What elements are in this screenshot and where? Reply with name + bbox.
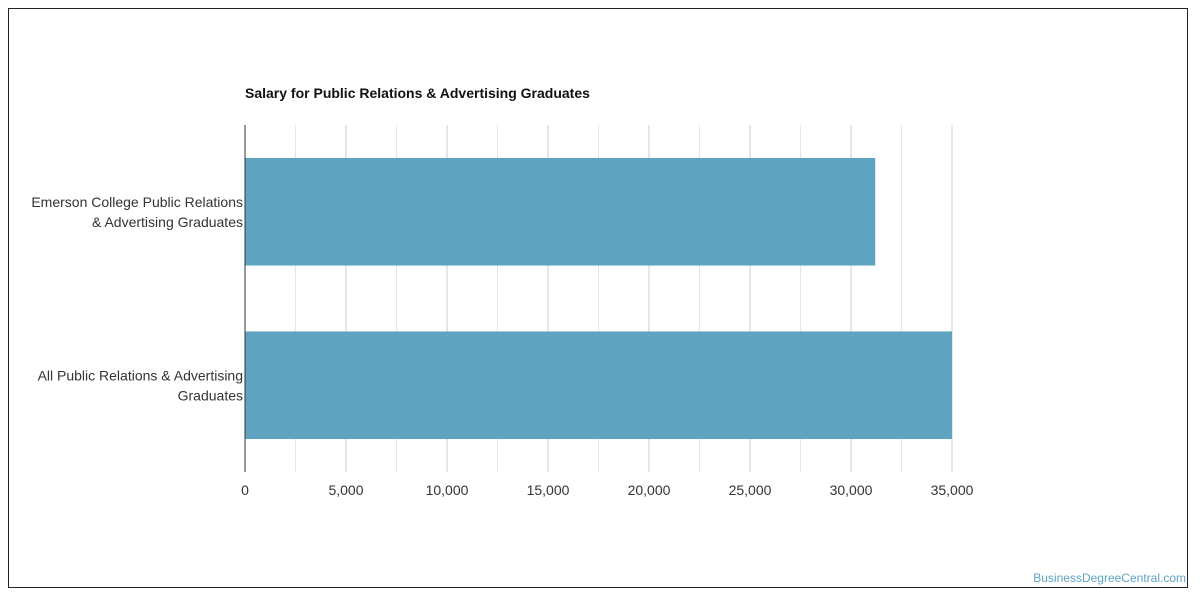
category-label: Emerson College Public Relations <box>31 194 243 210</box>
x-tick-label: 15,000 <box>527 482 570 498</box>
x-tick-label: 20,000 <box>628 482 671 498</box>
chart-title: Salary for Public Relations & Advertisin… <box>245 85 590 101</box>
x-tick-label: 5,000 <box>328 482 363 498</box>
category-label: Graduates <box>178 387 243 403</box>
x-tick-label: 25,000 <box>729 482 772 498</box>
category-label: All Public Relations & Advertising <box>38 367 243 383</box>
x-tick-label: 10,000 <box>426 482 469 498</box>
bar <box>245 331 952 440</box>
x-tick-label: 35,000 <box>931 482 974 498</box>
x-tick-label: 30,000 <box>830 482 873 498</box>
bar <box>245 157 876 266</box>
x-tick-label: 0 <box>241 482 249 498</box>
category-label: & Advertising Graduates <box>92 214 243 230</box>
source-credit[interactable]: BusinessDegreeCentral.com <box>1033 571 1186 585</box>
